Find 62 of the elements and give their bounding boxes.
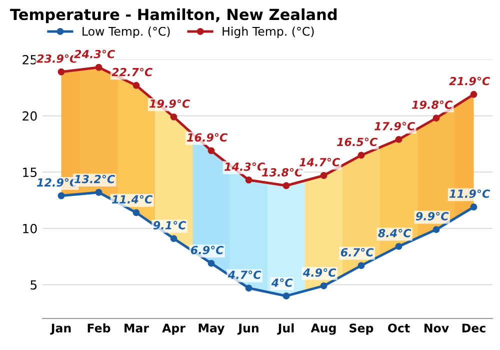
point [395,242,402,250]
point [208,147,215,154]
point [58,192,65,200]
point [95,188,102,196]
data-label: 16.5°C [337,138,378,146]
data-label: 9.9°C [416,212,449,220]
x-tick-label: Jul [277,323,294,335]
x-tick-label: Apr [162,324,186,335]
point [282,292,290,300]
point [470,204,478,210]
point [58,68,65,76]
point [358,262,365,270]
data-label: 6.9°C [190,246,224,254]
x-tick-label: Nov [424,324,449,332]
legend-label: High Temp. (°C) [222,26,314,38]
x-tick-label: Oct [388,324,410,332]
data-label: 6.7°C [340,248,374,256]
point [208,260,215,267]
legend-label: Low Temp. (°C) [82,26,170,38]
point [432,114,440,122]
data-label: 19.9°C [150,99,190,108]
data-label: 4°C [271,278,293,287]
data-label: 21.9°C [449,76,490,86]
data-label: 8.4°C [378,228,412,238]
x-tick-label: Feb [88,323,110,332]
point [470,90,478,98]
data-label: 17.9°C [374,122,416,130]
y-tick-label: 20 [22,111,37,121]
point [432,226,440,234]
point [170,113,178,120]
point [95,64,102,71]
data-label: 16.9°C [187,133,228,142]
point [132,209,140,216]
point [170,235,178,242]
point [245,284,252,292]
point [320,172,328,179]
chart-title: Temperature - Hamilton, New Zealand [10,8,337,24]
x-tick-label: Sep [350,324,374,335]
point [245,176,252,184]
point [320,282,328,290]
x-tick-label: Jan [50,324,71,335]
x-tick-label: Dec [462,324,486,332]
x-tick-label: Mar [124,324,149,332]
x-tick-label: May [198,324,225,335]
data-label: 9.1°C [153,220,186,230]
point [132,82,140,89]
data-label: 11.9°C [450,189,490,198]
point [358,152,365,159]
x-tick-label: Aug [310,324,336,335]
data-label: 4.7°C [228,270,262,279]
data-label: 4.9°C [302,268,336,277]
y-tick-label: 15 [23,168,37,178]
x-tick-label: Jun [237,324,258,335]
y-tick-label: 25 [22,54,37,64]
y-tick-label: 10 [23,224,37,234]
data-label: 14.7°C [300,158,340,166]
data-label: 19.8°C [412,100,453,109]
point [395,136,402,143]
data-label: 22.7°C [112,68,153,76]
y-tick-label: 5 [30,280,37,290]
data-label: 11.4°C [112,195,153,204]
point [282,182,290,190]
